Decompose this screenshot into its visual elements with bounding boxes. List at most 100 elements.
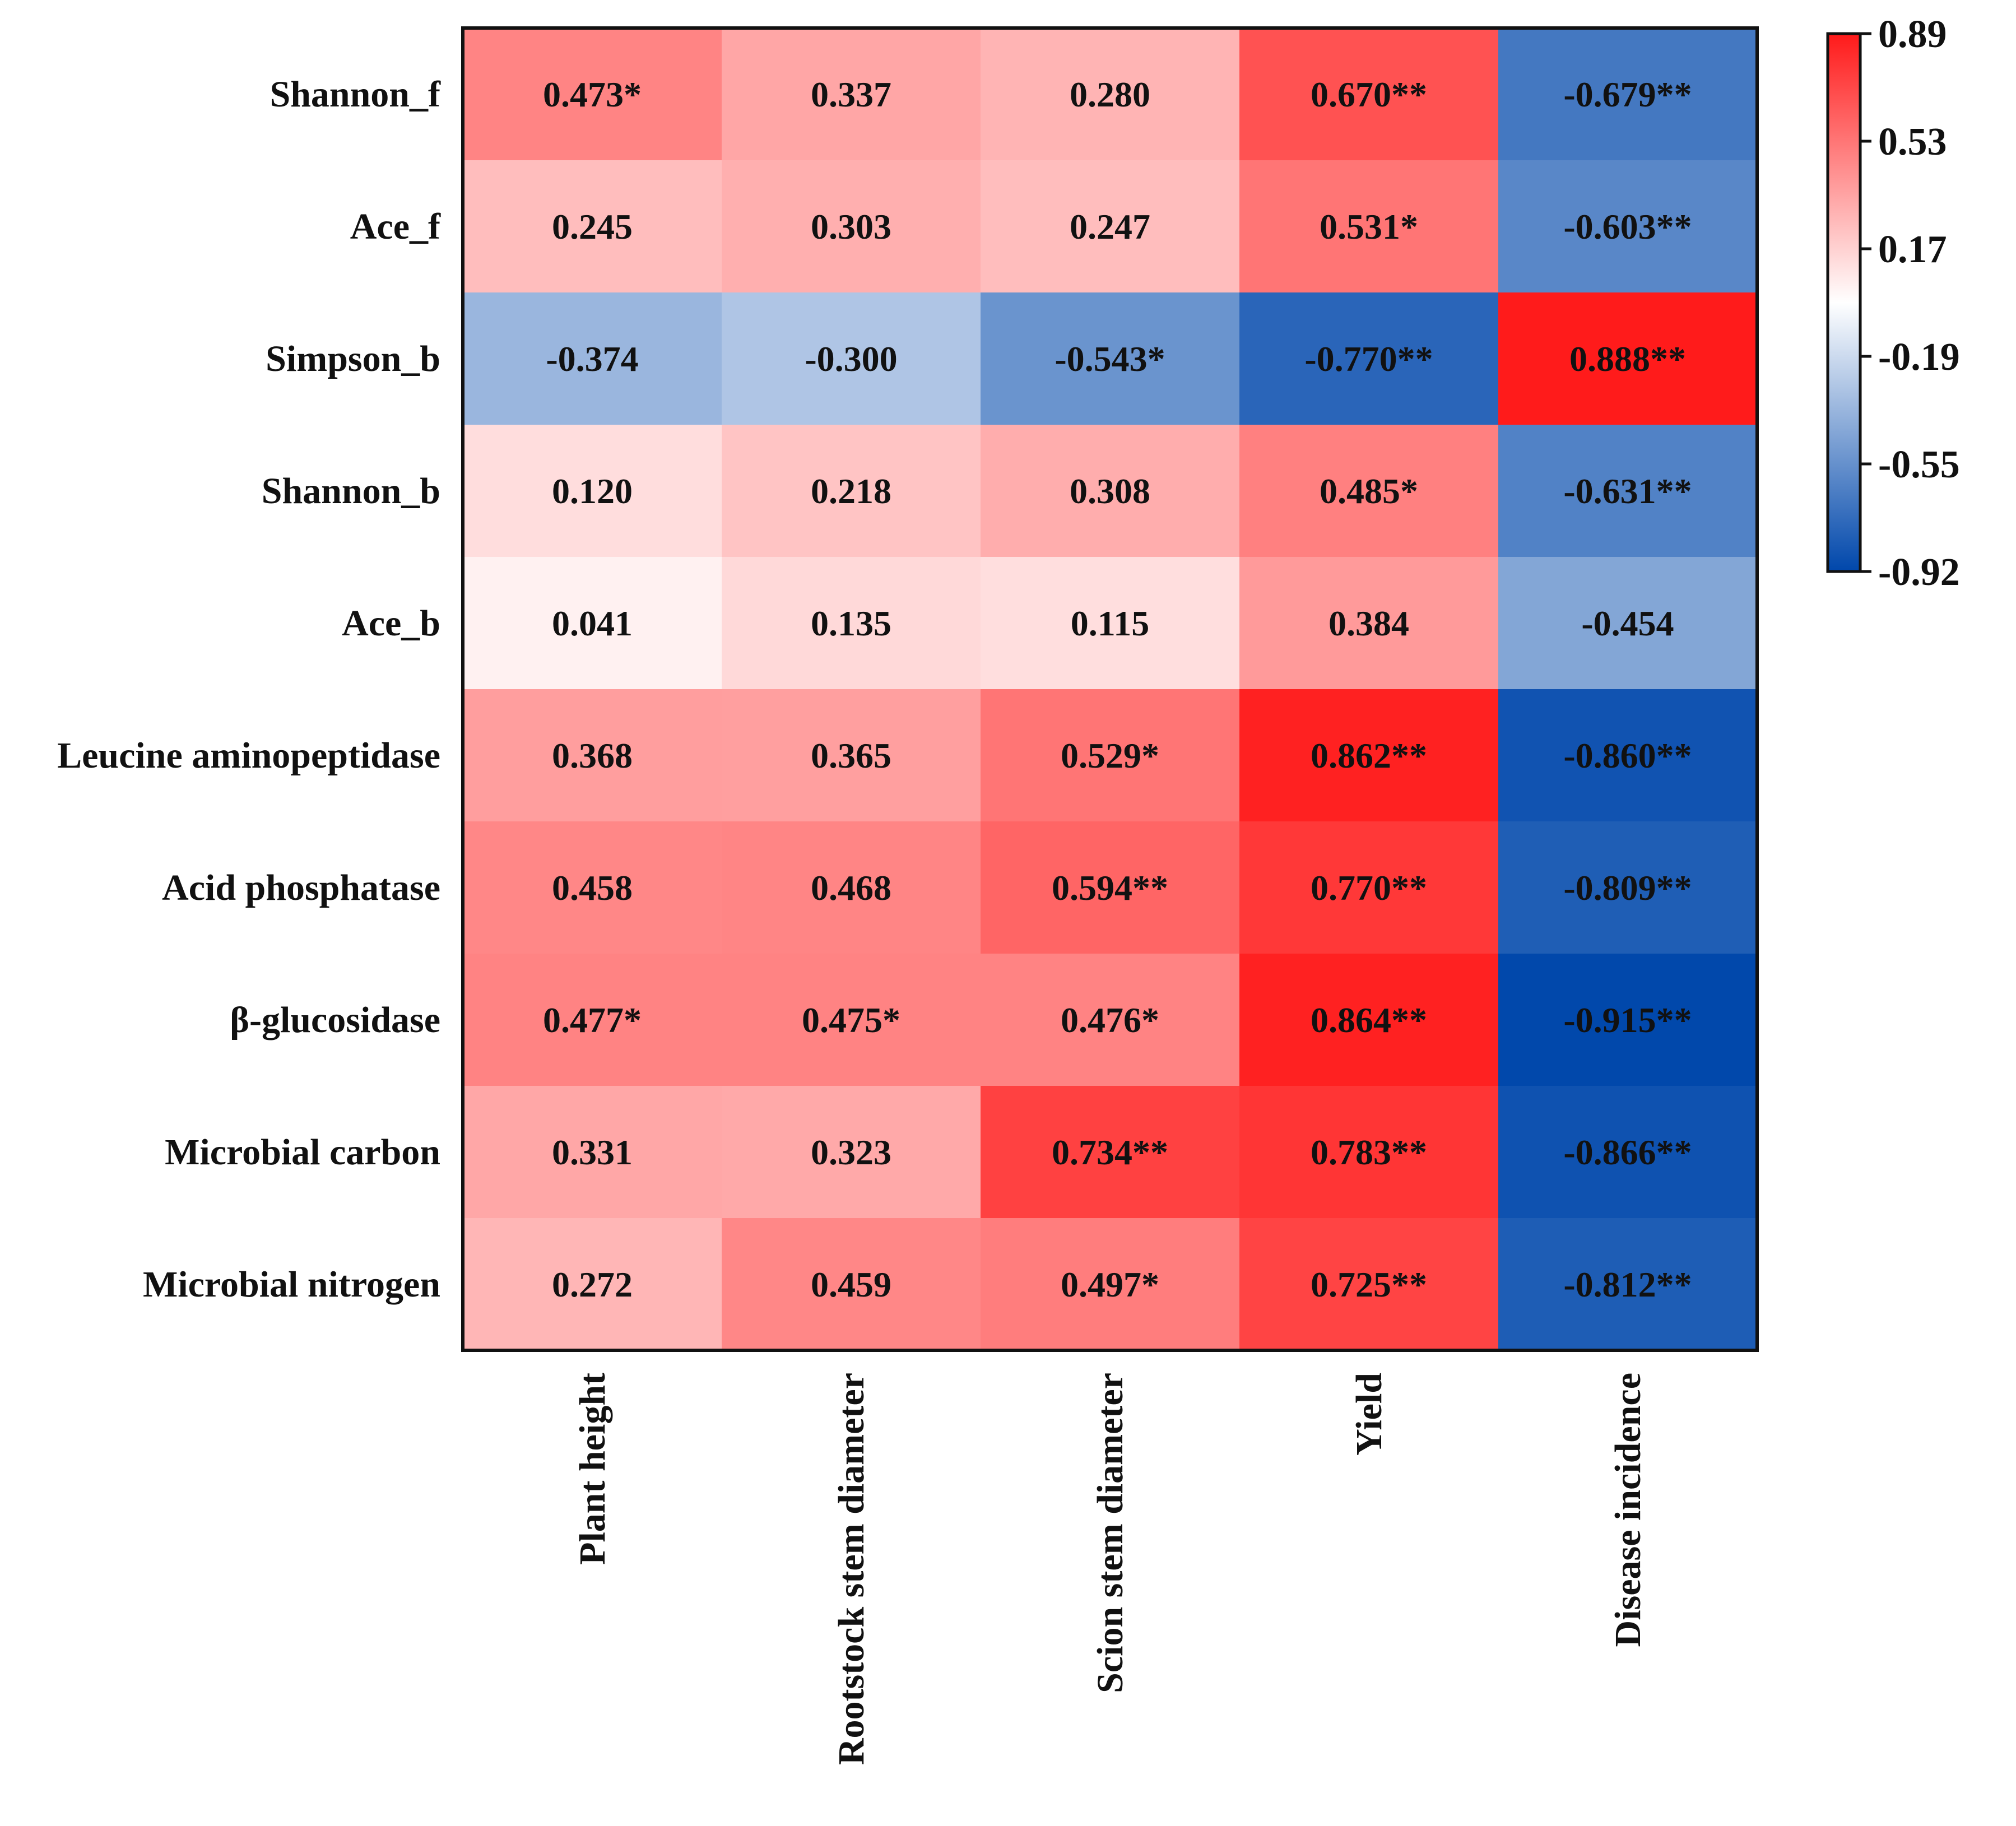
cell-value-label: 0.888** (1569, 339, 1686, 379)
scale-tick-label: -0.55 (1878, 443, 1960, 486)
column-label: Rootstock stem diameter (831, 1373, 872, 1765)
row-label: Leucine aminopeptidase (57, 735, 440, 776)
heatmap-cell (1498, 1218, 1758, 1351)
heatmap-cell (463, 821, 722, 954)
heatmap-border (461, 26, 1759, 1352)
cell-value-label: -0.603** (1563, 207, 1692, 247)
heatmap-cell (463, 160, 722, 293)
cell-value-label: 0.497* (1061, 1265, 1159, 1304)
cell-value-label: -0.543* (1055, 339, 1165, 379)
cell-value-label: -0.809** (1563, 868, 1692, 908)
scale-tick-label: 0.17 (1878, 228, 1947, 271)
cell-value-label: -0.679** (1563, 75, 1692, 114)
heatmap-cell (722, 689, 981, 822)
heatmap-cell (463, 28, 722, 161)
cell-value-label: 0.247 (1070, 207, 1150, 247)
heatmap-cell (1498, 160, 1758, 293)
row-label: Microbial nitrogen (143, 1264, 440, 1305)
heatmap-cell (1498, 292, 1758, 425)
cell-value-label: 0.531* (1320, 207, 1418, 247)
heatmap-cell (1239, 28, 1499, 161)
row-label: β-glucosidase (230, 1000, 440, 1040)
column-labels: Plant height Rootstock stem diameter Scion… (572, 1373, 1648, 1765)
heatmap-cell (981, 425, 1240, 557)
scale-tick-label: 0.89 (1878, 13, 1947, 56)
heatmap-cell (463, 425, 722, 557)
heatmap-cell (981, 1218, 1240, 1351)
heatmap-cell (981, 160, 1240, 293)
cell-value-label: 0.864** (1311, 1000, 1427, 1040)
cell-value-label: 0.594** (1052, 868, 1168, 908)
cell-value-label: 0.135 (811, 603, 891, 643)
cell-value-label: -0.770** (1304, 339, 1433, 379)
cell-value-label: -0.454 (1581, 603, 1674, 643)
heatmap-cell (722, 292, 981, 425)
heatmap-cell (1239, 689, 1499, 822)
row-label: Shannon_b (262, 471, 440, 512)
cell-value-label: 0.459 (811, 1265, 891, 1304)
heatmap-cell (1498, 954, 1758, 1086)
cell-value-label: 0.458 (552, 868, 633, 908)
row-label: Ace_f (350, 206, 441, 247)
heatmap-cell (463, 557, 722, 690)
cell-value-label: -0.374 (546, 339, 638, 379)
cell-value-label: 0.120 (552, 471, 633, 511)
cell-value-label: 0.323 (811, 1132, 891, 1172)
cell-value-label: 0.734** (1052, 1132, 1168, 1172)
column-label: Yield (1349, 1373, 1390, 1456)
cell-value-label: 0.725** (1311, 1265, 1427, 1304)
scale-tick-label: -0.19 (1878, 336, 1960, 379)
row-label: Ace_b (342, 603, 440, 644)
cell-value-label: 0.468 (811, 868, 891, 908)
heatmap-cell (1239, 954, 1499, 1086)
cell-value-label: 0.477* (543, 1000, 642, 1040)
cell-value-label: -0.915** (1563, 1000, 1692, 1040)
heatmap-cell (1498, 1086, 1758, 1219)
heatmap-cell (722, 1086, 981, 1219)
heatmap-cell (981, 28, 1240, 161)
row-labels: Shannon_f Ace_f Simpson_b Shannon_b Ace_b Leu… (57, 74, 441, 1305)
cell-value-label: 0.670** (1311, 75, 1427, 114)
heatmap-cell (722, 425, 981, 557)
cell-value-label: 0.272 (552, 1265, 633, 1304)
cell-value-label: -0.631** (1563, 471, 1692, 511)
color-scale-bar (1826, 32, 1862, 573)
row-label: Microbial carbon (165, 1132, 440, 1173)
cell-value-label: 0.476* (1061, 1000, 1159, 1040)
heatmap-cell (981, 557, 1240, 690)
cell-value-label: -0.866** (1563, 1132, 1692, 1172)
heatmap-cell (981, 821, 1240, 954)
heatmap-cell (1239, 557, 1499, 690)
cell-value-label: 0.041 (552, 603, 633, 643)
cell-value-label: 0.485* (1320, 471, 1418, 511)
scale-tick-label: -0.92 (1878, 551, 1960, 594)
heatmap-cell (1498, 28, 1758, 161)
row-label: Shannon_f (270, 74, 441, 115)
heatmap-cell (463, 954, 722, 1086)
heatmap-cell (463, 689, 722, 822)
row-label: Simpson_b (266, 338, 440, 379)
cell-value-label: 0.368 (552, 736, 633, 775)
cell-value-label: 0.473* (543, 75, 642, 114)
heatmap-cell (722, 1218, 981, 1351)
heatmap-cell (722, 557, 981, 690)
cell-value-label: 0.115 (1071, 603, 1149, 643)
heatmap-cell-labels: 0.473* 0.337 0.280 0.670** -0.679** 0.245 0.30… (543, 75, 1692, 1304)
column-label: Scion stem diameter (1090, 1373, 1131, 1693)
color-scale-ticks: 0.89 0.53 0.17 -0.19 -0.55 -0.92 (1860, 13, 1960, 594)
row-label: Acid phosphatase (162, 867, 440, 908)
heatmap-cells (463, 28, 1758, 1351)
heatmap-cell (463, 1218, 722, 1351)
heatmap-cell (1498, 821, 1758, 954)
cell-value-label: 0.337 (811, 75, 891, 114)
heatmap-cell (1239, 1086, 1499, 1219)
cell-value-label: 0.475* (802, 1000, 900, 1040)
heatmap-cell (722, 821, 981, 954)
heatmap-cell (722, 28, 981, 161)
column-label: Disease incidence (1608, 1373, 1648, 1647)
cell-value-label: 0.862** (1311, 736, 1427, 775)
cell-value-label: 0.770** (1311, 868, 1427, 908)
heatmap-cell (463, 1086, 722, 1219)
cell-value-label: 0.303 (811, 207, 891, 247)
